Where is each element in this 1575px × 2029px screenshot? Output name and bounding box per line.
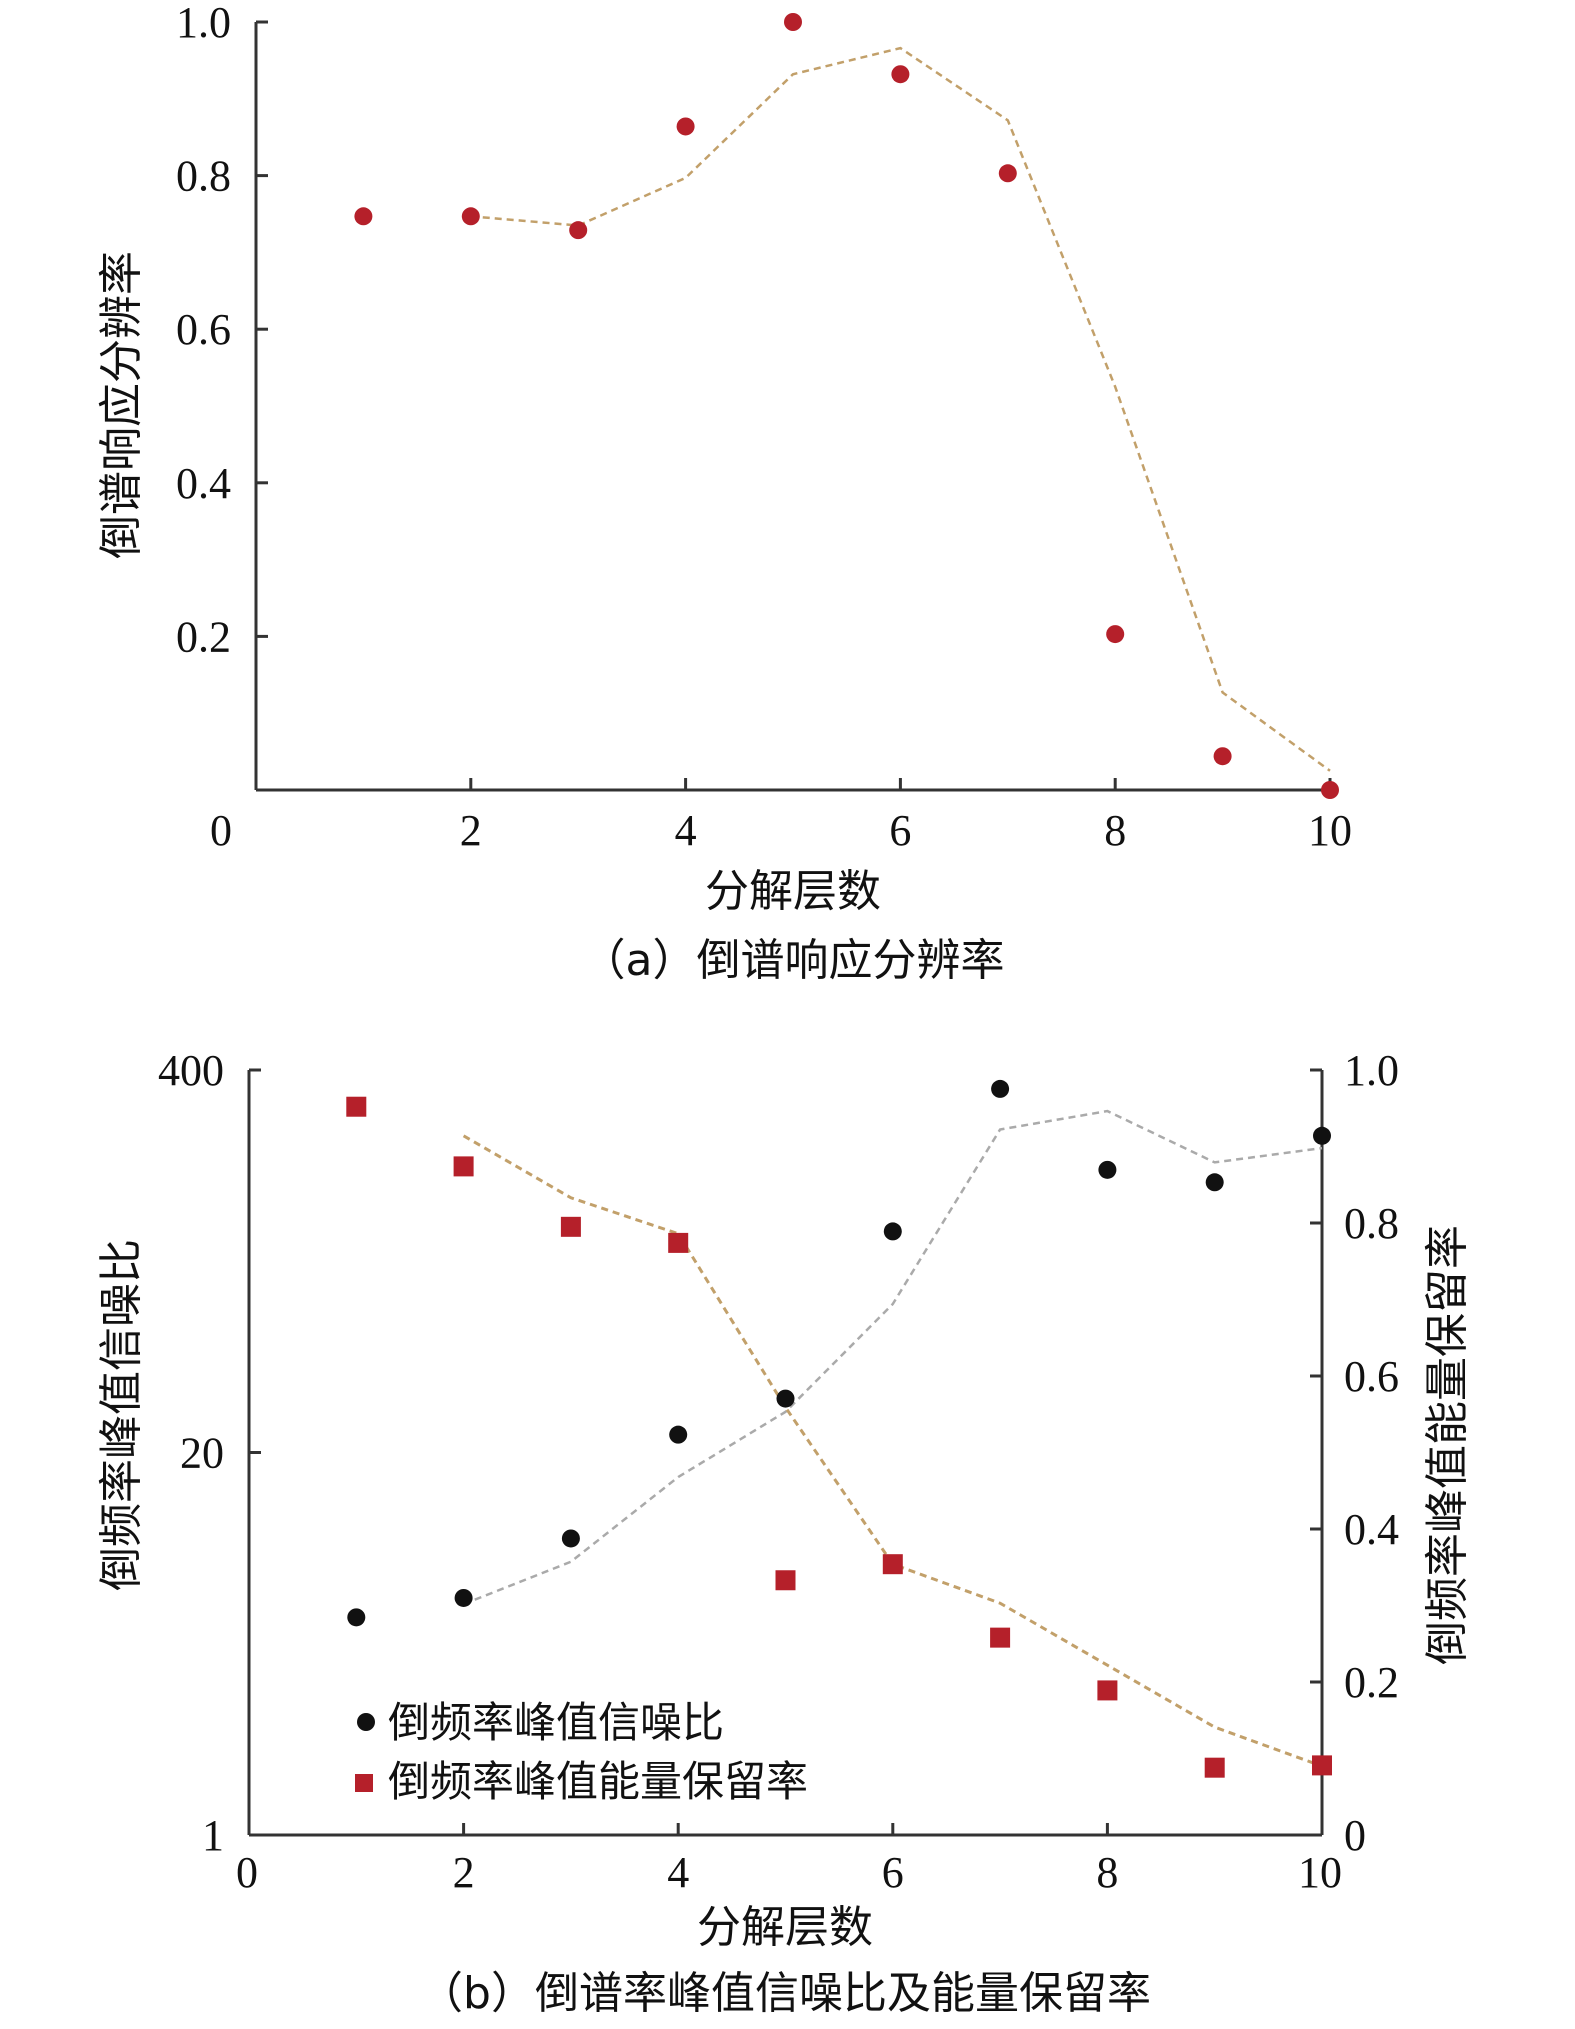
chart-a-point xyxy=(1106,625,1125,644)
chart-b-x-ticks: 0 2 4 6 8 10 xyxy=(236,1823,1342,1897)
chart-b-snr-trend-line xyxy=(463,1109,1323,1606)
chart-a-points xyxy=(354,13,1339,799)
chart-a-x-tick-label: 2 xyxy=(460,806,482,855)
legend-snr-label: 倒频率峰值信噪比 xyxy=(388,1698,724,1747)
chart-b-snr-point xyxy=(454,1588,473,1607)
chart-b-snr-point xyxy=(1313,1126,1331,1145)
chart-b-right-tick-label: 0.2 xyxy=(1344,1658,1399,1707)
chart-a-x-label: 分解层数 xyxy=(705,866,881,917)
chart-b-energy-point xyxy=(668,1232,689,1253)
chart-b-left-tick-label: 400 xyxy=(158,1046,224,1095)
chart-b-right-tick-label: 0.4 xyxy=(1344,1505,1399,1554)
chart-b-snr-point xyxy=(1205,1173,1224,1192)
chart-b-left-y-ticks: 1 20 400 xyxy=(158,1046,261,1860)
chart-a-x-tick-label: 10 xyxy=(1308,806,1352,855)
chart-b-left-tick-label: 20 xyxy=(180,1429,224,1478)
chart-b-energy-point xyxy=(775,1570,796,1591)
chart-b-energy-trend-line xyxy=(462,1134,1323,1768)
chart-b-snr-point xyxy=(669,1425,688,1444)
chart-b-energy-point xyxy=(1204,1757,1225,1778)
chart-b-snr-point xyxy=(561,1529,580,1548)
chart-b-x-tick-label: 8 xyxy=(1096,1848,1118,1897)
chart-a-y-tick-label: 0.8 xyxy=(176,152,231,201)
chart-b-x-tick-label: 0 xyxy=(236,1848,258,1897)
chart-b-energy-point xyxy=(882,1554,903,1575)
chart-b-energy-point xyxy=(453,1156,474,1177)
chart-b-snr-energy: 0 2 4 6 8 10 1 20 400 0 0.2 0.4 0.6 0.8 1.0 倒频率峰值信噪比… xyxy=(96,1046,1473,2019)
chart-b-snr-point xyxy=(883,1222,902,1241)
chart-a-y-tick-label: 0.2 xyxy=(176,612,231,661)
legend-snr-marker xyxy=(357,1713,375,1731)
chart-a-point xyxy=(676,117,695,136)
chart-a-point xyxy=(1213,747,1232,766)
chart-a-point xyxy=(891,65,910,84)
chart-b-caption: （b）倒谱率峰值信噪比及能量保留率 xyxy=(419,1968,1151,2019)
chart-a-point xyxy=(354,207,373,226)
chart-b-snr-point xyxy=(1098,1160,1117,1179)
chart-b-snr-point xyxy=(991,1079,1010,1098)
chart-b-x-tick-label: 4 xyxy=(667,1848,689,1897)
chart-a-point xyxy=(998,164,1017,183)
chart-a-x-tick-label: 6 xyxy=(889,806,911,855)
chart-a-x-tick-label: 8 xyxy=(1104,806,1126,855)
chart-b-right-tick-label: 0 xyxy=(1344,1811,1366,1860)
chart-b-x-tick-label: 6 xyxy=(882,1848,904,1897)
chart-a-cepstral-resolution: 0 2 4 6 8 10 0.2 0.4 0.6 0.8 1.0 分解层数 倒谱响应分辨率 （a）… xyxy=(96,0,1352,986)
chart-a-x-ticks: 0 2 4 6 8 10 xyxy=(210,778,1352,855)
chart-b-snr-points xyxy=(347,1079,1331,1627)
chart-b-right-tick-label: 0.6 xyxy=(1344,1352,1399,1401)
chart-b-energy-point xyxy=(1097,1680,1118,1701)
chart-a-y-tick-label: 0.4 xyxy=(176,459,231,508)
chart-b-energy-point xyxy=(560,1216,581,1237)
chart-a-trend-line xyxy=(470,46,1331,772)
chart-a-caption: （a）倒谱响应分辨率 xyxy=(582,935,1005,986)
legend-energy-label: 倒频率峰值能量保留率 xyxy=(388,1757,808,1806)
chart-b-right-y-ticks: 0 0.2 0.4 0.6 0.8 1.0 xyxy=(1310,1046,1399,1860)
chart-b-energy-points xyxy=(346,1096,1332,1778)
chart-a-point xyxy=(1321,781,1339,799)
chart-b-right-y-label: 倒频率峰值能量保留率 xyxy=(1422,1225,1473,1665)
chart-b-energy-point xyxy=(346,1096,367,1117)
chart-a-y-tick-label: 1.0 xyxy=(176,0,231,47)
chart-b-right-tick-label: 1.0 xyxy=(1344,1046,1399,1095)
chart-a-x-tick-label: 4 xyxy=(675,806,697,855)
chart-b-x-label: 分解层数 xyxy=(697,1902,873,1953)
chart-b-snr-point xyxy=(776,1389,795,1408)
chart-a-y-ticks: 0.2 0.4 0.6 0.8 1.0 xyxy=(176,0,268,661)
chart-a-y-label: 倒谱响应分辨率 xyxy=(96,251,147,559)
chart-b-energy-point xyxy=(990,1627,1011,1648)
chart-a-point xyxy=(569,221,588,240)
legend-energy-marker xyxy=(355,1774,373,1792)
chart-b-right-tick-label: 0.8 xyxy=(1344,1199,1399,1248)
chart-b-left-y-label: 倒频率峰值信噪比 xyxy=(96,1239,147,1591)
chart-b-left-tick-label: 1 xyxy=(202,1811,224,1860)
chart-a-y-tick-label: 0.6 xyxy=(176,305,231,354)
chart-a-point xyxy=(784,13,802,31)
chart-b-x-tick-label: 2 xyxy=(453,1848,475,1897)
chart-a-x-tick-label: 0 xyxy=(210,806,232,855)
chart-b-legend: 倒频率峰值信噪比 倒频率峰值能量保留率 xyxy=(355,1698,808,1806)
chart-b-snr-point xyxy=(347,1608,366,1627)
chart-a-point xyxy=(461,207,480,226)
chart-b-x-tick-label: 10 xyxy=(1298,1848,1342,1897)
chart-b-energy-point xyxy=(1312,1755,1332,1776)
